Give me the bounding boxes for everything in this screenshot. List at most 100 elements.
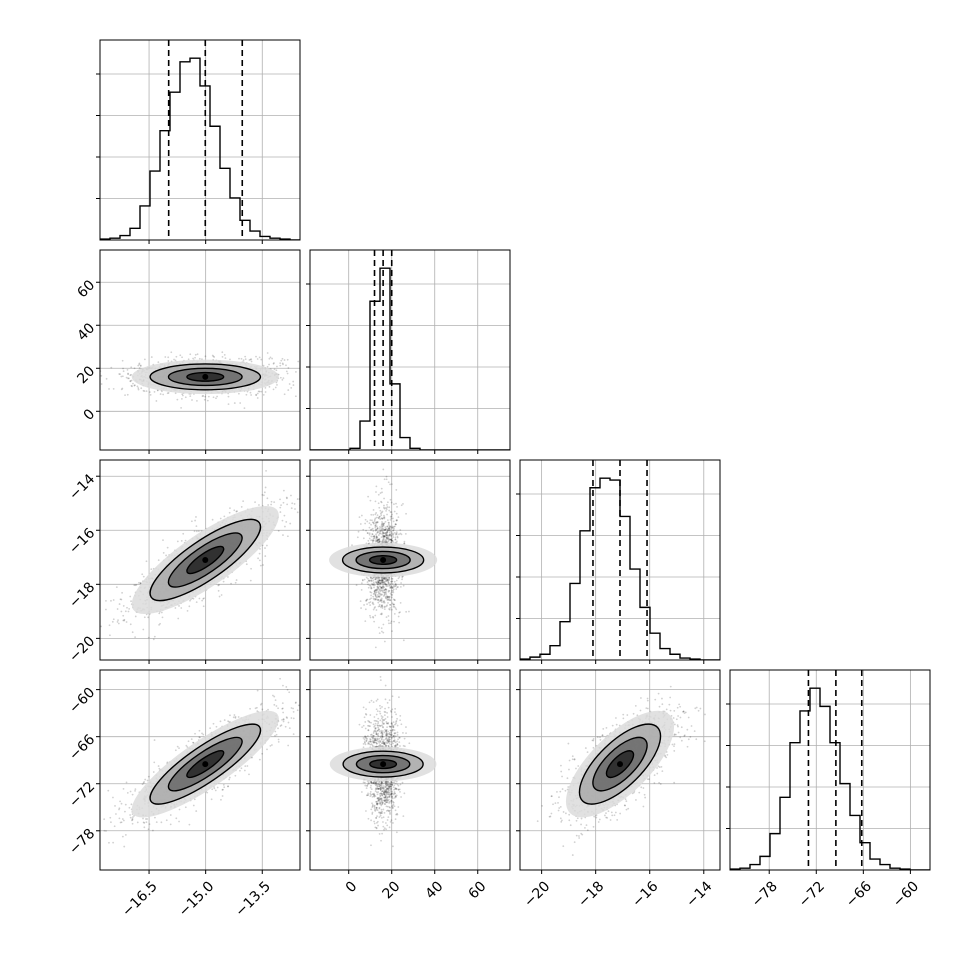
scatter-point: [135, 616, 137, 618]
scatter-point: [98, 618, 100, 620]
scatter-point: [282, 520, 284, 522]
scatter-point: [369, 538, 371, 540]
scatter-point: [382, 584, 384, 586]
scatter-point: [295, 395, 297, 397]
scatter-point: [307, 671, 309, 673]
scatter-point: [259, 391, 261, 393]
scatter-point: [379, 580, 381, 582]
scatter-point: [370, 536, 372, 538]
scatter-point: [379, 632, 381, 634]
scatter-point: [371, 519, 373, 521]
scatter-point: [371, 533, 373, 535]
scatter-point: [390, 525, 392, 527]
scatter-point: [276, 384, 278, 386]
scatter-point: [379, 589, 381, 591]
scatter-point: [381, 533, 383, 535]
scatter-point: [213, 355, 215, 357]
scatter-point: [391, 540, 393, 542]
scatter-point: [377, 586, 379, 588]
scatter-point: [137, 386, 139, 388]
scatter-point: [211, 798, 213, 800]
scatter-point: [196, 400, 198, 402]
scatter-point: [175, 356, 177, 358]
scatter-point: [132, 794, 134, 796]
scatter-point: [128, 377, 130, 379]
scatter-point: [155, 400, 157, 402]
scatter-point: [386, 616, 388, 618]
scatter-point: [286, 503, 288, 505]
scatter-point: [160, 393, 162, 395]
histogram-step-line: [100, 58, 300, 240]
scatter-point: [381, 518, 383, 520]
scatter-point: [243, 359, 245, 361]
scatter-point: [122, 368, 124, 370]
scatter-point: [260, 565, 262, 567]
scatter-point: [174, 607, 176, 609]
panel-frame: [310, 250, 510, 450]
scatter-point: [148, 637, 150, 639]
scatter-point: [219, 596, 221, 598]
scatter-point: [394, 532, 396, 534]
scatter-point: [384, 641, 386, 643]
scatter-point: [379, 528, 381, 530]
scatter-point: [250, 568, 252, 570]
scatter-point: [268, 364, 270, 366]
scatter-point: [268, 358, 270, 360]
scatter-point: [121, 592, 123, 594]
density-peak: [202, 557, 208, 563]
scatter-point: [258, 504, 260, 506]
scatter-point: [293, 384, 295, 386]
scatter-point: [267, 352, 269, 354]
scatter-point: [387, 530, 389, 532]
scatter-point: [370, 595, 372, 597]
scatter-point: [109, 817, 111, 819]
scatter-point: [361, 582, 363, 584]
scatter-point: [224, 354, 226, 356]
scatter-point: [134, 367, 136, 369]
scatter-point: [385, 596, 387, 598]
scatter-point: [388, 522, 390, 524]
scatter-point: [220, 518, 222, 520]
scatter-point: [383, 589, 385, 591]
scatter-point: [369, 591, 371, 593]
scatter-point: [113, 599, 115, 601]
scatter-point: [369, 519, 371, 521]
scatter-point: [372, 530, 374, 532]
scatter-point: [371, 580, 373, 582]
scatter-point: [234, 775, 236, 777]
scatter-point: [370, 585, 372, 587]
scatter-point: [376, 609, 378, 611]
scatter-point: [383, 533, 385, 535]
scatter-point: [380, 492, 382, 494]
scatter-point: [386, 476, 388, 478]
scatter-point: [140, 365, 142, 367]
scatter-point: [265, 487, 267, 489]
scatter-point: [181, 393, 183, 395]
scatter-point: [199, 598, 201, 600]
scatter-point: [191, 738, 193, 740]
scatter-point: [244, 407, 246, 409]
scatter-point: [375, 512, 377, 514]
scatter-point: [144, 390, 146, 392]
scatter-point: [143, 576, 145, 578]
scatter-point: [282, 702, 284, 704]
scatter-point: [383, 517, 385, 519]
scatter-point: [375, 491, 377, 493]
scatter-point: [207, 400, 209, 402]
scatter-point: [361, 515, 363, 517]
scatter-point: [284, 526, 286, 528]
scatter-point: [132, 823, 134, 825]
scatter-point: [114, 825, 116, 827]
scatter-point: [392, 518, 394, 520]
scatter-point: [391, 483, 393, 485]
scatter-point: [377, 581, 379, 583]
scatter-point: [379, 604, 381, 606]
scatter-point: [168, 392, 170, 394]
scatter-point: [265, 387, 267, 389]
scatter-point: [396, 531, 398, 533]
scatter-point: [369, 527, 371, 529]
scatter-point: [218, 584, 220, 586]
scatter-point: [140, 387, 142, 389]
scatter-point: [388, 581, 390, 583]
scatter-point: [386, 525, 388, 527]
